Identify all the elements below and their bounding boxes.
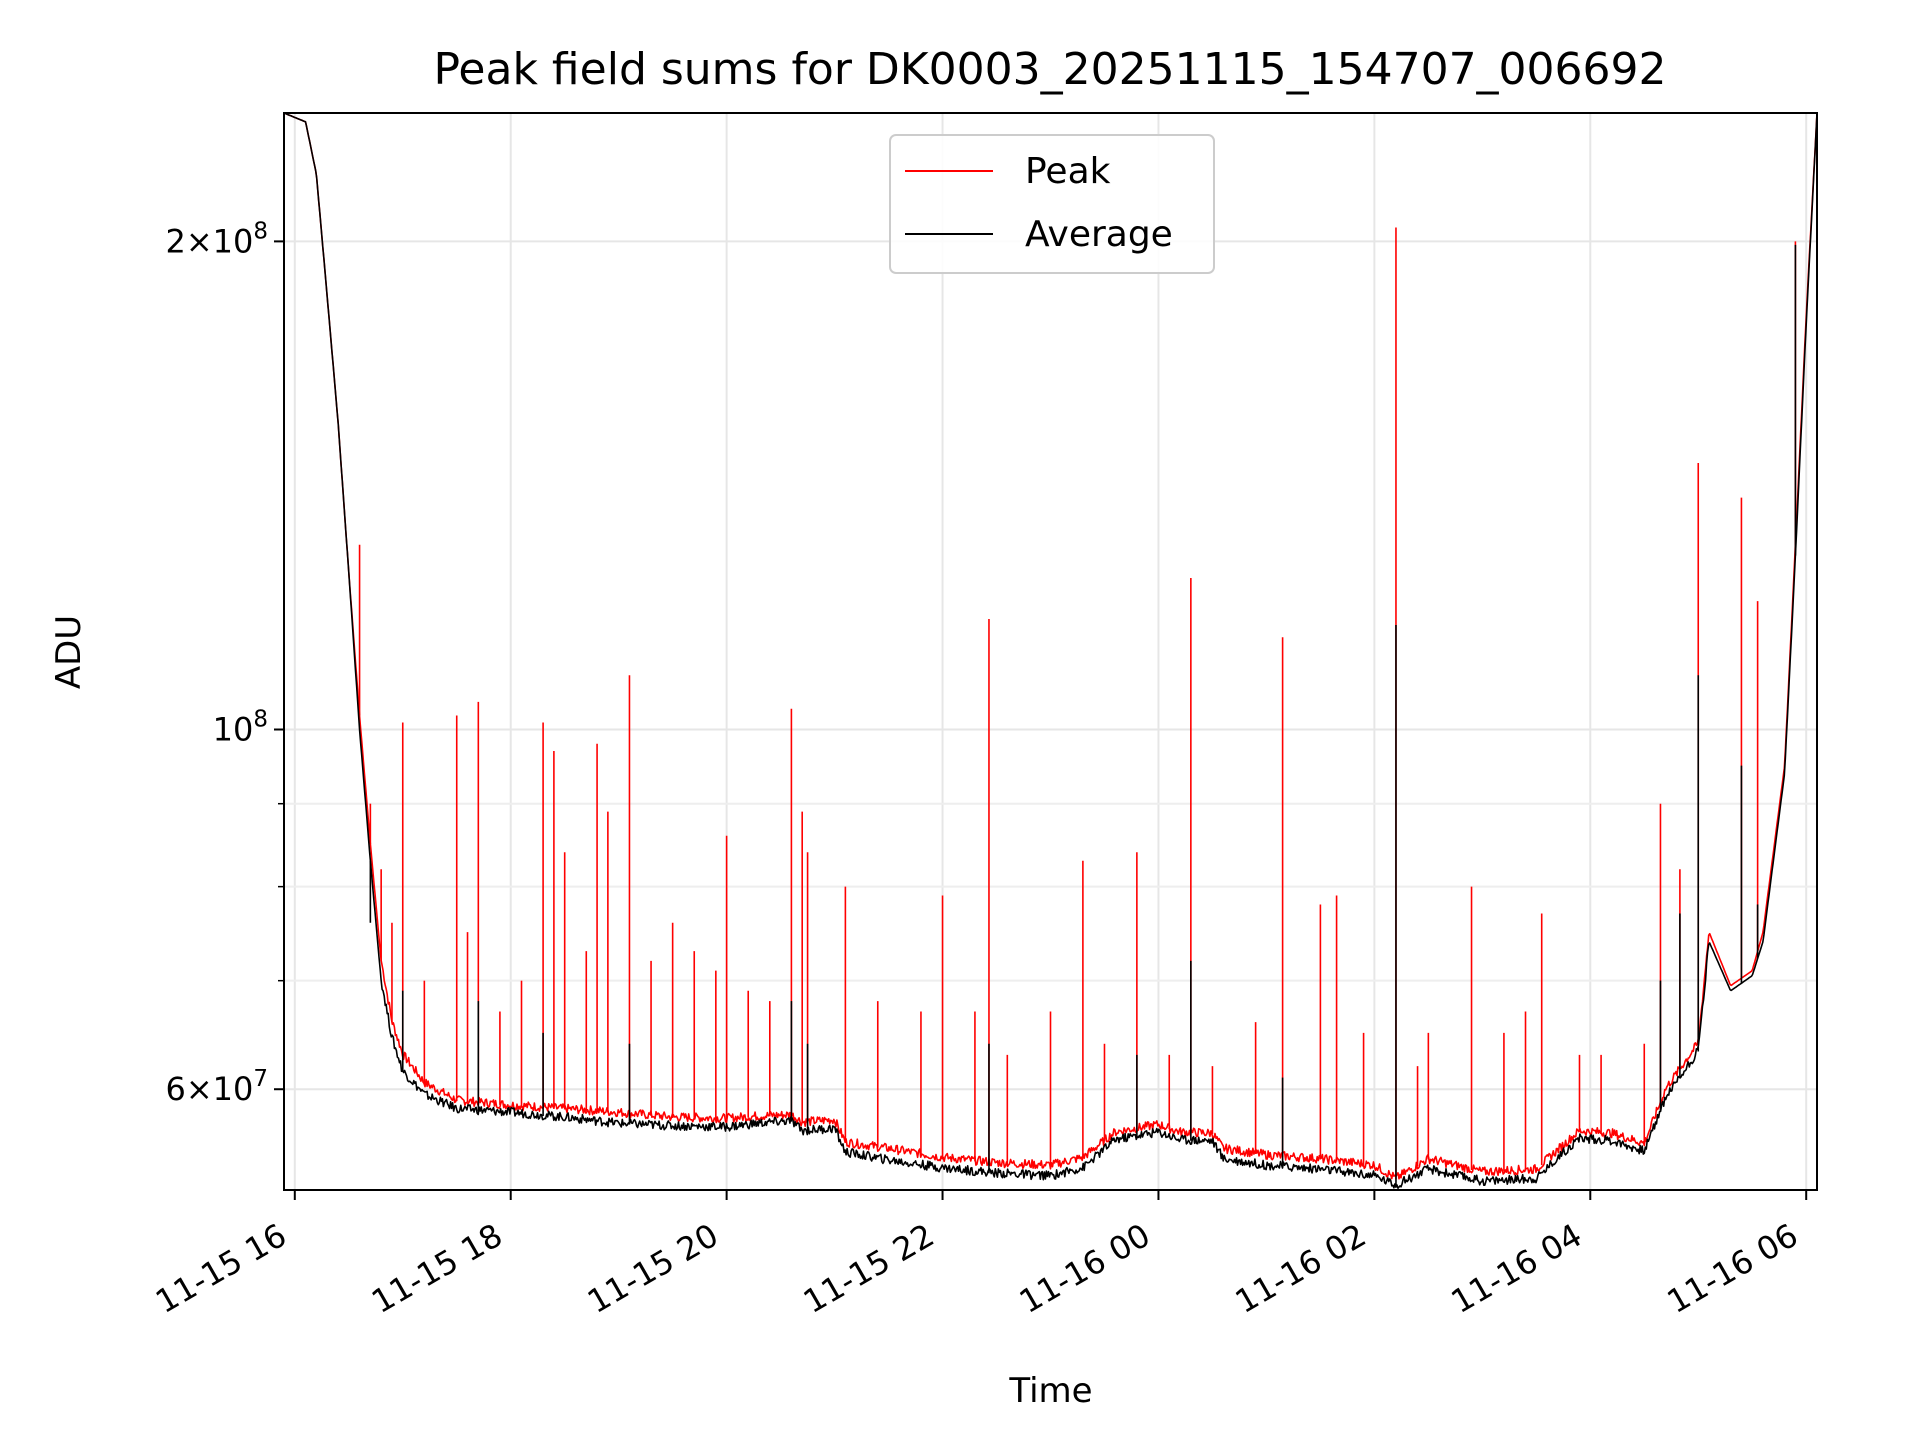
x-axis-label: Time [1008, 1371, 1092, 1411]
series-group [283, 112, 1818, 1189]
y-tick-label: 6×107 [165, 1066, 268, 1108]
series-line-average [283, 112, 1818, 1189]
y-axis-label: ADU [49, 615, 89, 689]
plot-frame [283, 112, 1818, 1191]
legend-box [889, 134, 1215, 274]
legend: Peak Average [889, 134, 1215, 274]
series-line-peak [283, 112, 1818, 1180]
y-tick-label: 2×108 [165, 218, 268, 260]
y-axis-ticks: 6×107 108 2×108 [165, 218, 284, 1108]
legend-label-average: Average [1025, 214, 1173, 255]
legend-label-peak: Peak [1025, 151, 1111, 192]
y-tick-label: 108 [213, 707, 268, 749]
chart-title: Peak field sums for DK0003_20251115_1547… [433, 44, 1666, 95]
